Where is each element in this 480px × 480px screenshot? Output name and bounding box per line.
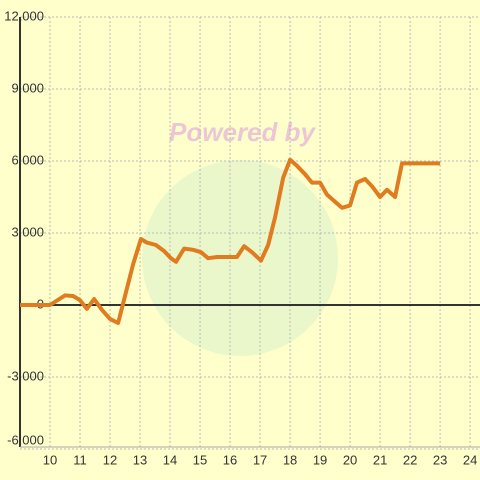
x-tick-label: 10 (43, 452, 57, 467)
x-tick-label: 16 (223, 452, 237, 467)
y-tick-label: 9,000 (11, 80, 44, 95)
x-tick-label: 18 (283, 452, 297, 467)
y-tick-label: 6,000 (11, 152, 44, 167)
x-tick-label: 23 (433, 452, 447, 467)
x-tick-label: 24 (463, 452, 477, 467)
x-tick-label: 19 (313, 452, 327, 467)
y-tick-label: -6,000 (7, 432, 44, 447)
x-tick-label: 12 (103, 452, 117, 467)
x-tick-label: 13 (133, 452, 147, 467)
x-tick-label: 11 (73, 452, 87, 467)
watermark: Powered by (169, 117, 316, 147)
y-tick-label: -3,000 (7, 368, 44, 383)
watermark-image (142, 160, 338, 356)
data-line (20, 157, 441, 325)
x-tick-label: 20 (343, 452, 357, 467)
x-tick-label: 17 (253, 452, 267, 467)
y-tick-label: 12,000 (4, 8, 44, 23)
y-tick-label: 3,000 (11, 224, 44, 239)
x-tick-label: 14 (163, 452, 177, 467)
x-tick-label: 22 (403, 452, 417, 467)
x-tick-label: 15 (193, 452, 207, 467)
x-tick-label: 21 (373, 452, 387, 467)
